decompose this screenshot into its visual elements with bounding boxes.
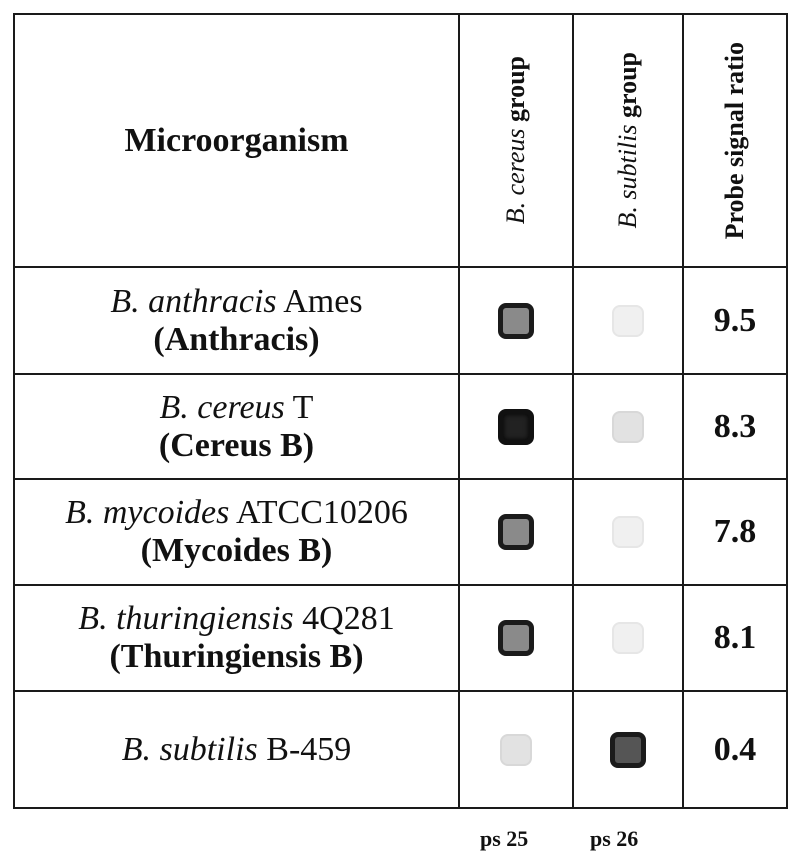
cereus-spot-cell — [458, 478, 574, 586]
hybridization-spot — [612, 304, 644, 337]
ratio-cell: 8.1 — [682, 584, 788, 692]
species-name: B. mycoides — [65, 494, 230, 531]
probe-ratio-header: Probe signal ratio — [682, 13, 788, 268]
results-table: Microorganism B. cereus group B. subtili… — [13, 13, 788, 809]
strain-label: (Anthracis) — [153, 320, 320, 358]
strain-label: (Cereus B) — [158, 426, 315, 464]
strain-id: T — [292, 388, 314, 426]
subtilis-spot-cell — [572, 266, 684, 375]
strain-id: ATCC10206 — [235, 494, 408, 531]
cereus-spot-cell — [458, 373, 574, 480]
hybridization-spot — [498, 620, 534, 656]
subtilis-spot-cell — [572, 690, 684, 809]
cereus-group-suffix: group — [501, 56, 530, 123]
cereus-spot-cell — [458, 266, 574, 375]
strain-label: (Thuringiensis B) — [109, 638, 364, 675]
strain-id: B-459 — [266, 730, 352, 768]
microorganism-header: Microorganism — [13, 13, 460, 268]
ratio-cell: 7.8 — [682, 478, 788, 586]
ratio-cell: 8.3 — [682, 373, 788, 480]
subtilis-group-species: B. subtilis — [613, 124, 642, 229]
hybridization-spot — [612, 410, 644, 443]
cereus-group-species: B. cereus — [501, 128, 530, 225]
hybridization-spot — [498, 408, 534, 445]
probe-label-ps26: ps 26 — [590, 826, 639, 851]
species-name: B. anthracis — [110, 282, 277, 320]
ratio-cell: 0.4 — [682, 690, 788, 809]
hybridization-spot — [612, 622, 644, 654]
strain-id: Ames — [283, 282, 363, 320]
subtilis-group-header: B. subtilis group — [572, 13, 684, 268]
species-name: B. thuringiensis — [78, 600, 294, 637]
organism-cell: B. anthracis Ames (Anthracis) — [13, 266, 460, 375]
hybridization-spot — [612, 516, 644, 548]
cereus-group-header: B. cereus group — [458, 13, 574, 268]
strain-id: 4Q281 — [302, 600, 395, 637]
subtilis-spot-cell — [572, 584, 684, 692]
table-row: B. anthracis Ames (Anthracis) 9.5 — [13, 266, 788, 375]
hybridization-spot — [500, 733, 532, 766]
species-name: B. cereus — [159, 388, 285, 426]
hybridization-spot — [498, 302, 534, 339]
organism-cell: B. cereus T (Cereus B) — [13, 373, 460, 480]
probe-ratio-header-text: Probe signal ratio — [720, 41, 749, 240]
subtilis-group-suffix: group — [613, 52, 642, 119]
subtilis-spot-cell — [572, 478, 684, 586]
table-row: B. thuringiensis 4Q281 (Thuringiensis B)… — [13, 584, 788, 692]
table-row: B. cereus T (Cereus B) 8.3 — [13, 373, 788, 480]
hybridization-spot — [610, 731, 646, 768]
ratio-cell: 9.5 — [682, 266, 788, 375]
cereus-spot-cell — [458, 584, 574, 692]
organism-cell: B. thuringiensis 4Q281 (Thuringiensis B) — [13, 584, 460, 692]
strain-label: (Mycoides B) — [140, 532, 333, 569]
hybridization-spot — [498, 514, 534, 550]
probe-label-ps25: ps 25 — [480, 826, 529, 851]
subtilis-spot-cell — [572, 373, 684, 480]
organism-cell: B. subtilis B-459 — [13, 690, 460, 809]
species-name: B. subtilis — [121, 730, 258, 768]
organism-cell: B. mycoides ATCC10206 (Mycoides B) — [13, 478, 460, 586]
cereus-spot-cell — [458, 690, 574, 809]
table-row: B. mycoides ATCC10206 (Mycoides B) 7.8 — [13, 478, 788, 586]
header-row: Microorganism B. cereus group B. subtili… — [13, 13, 788, 268]
table-row: B. subtilis B-459 0.4 — [13, 690, 788, 809]
